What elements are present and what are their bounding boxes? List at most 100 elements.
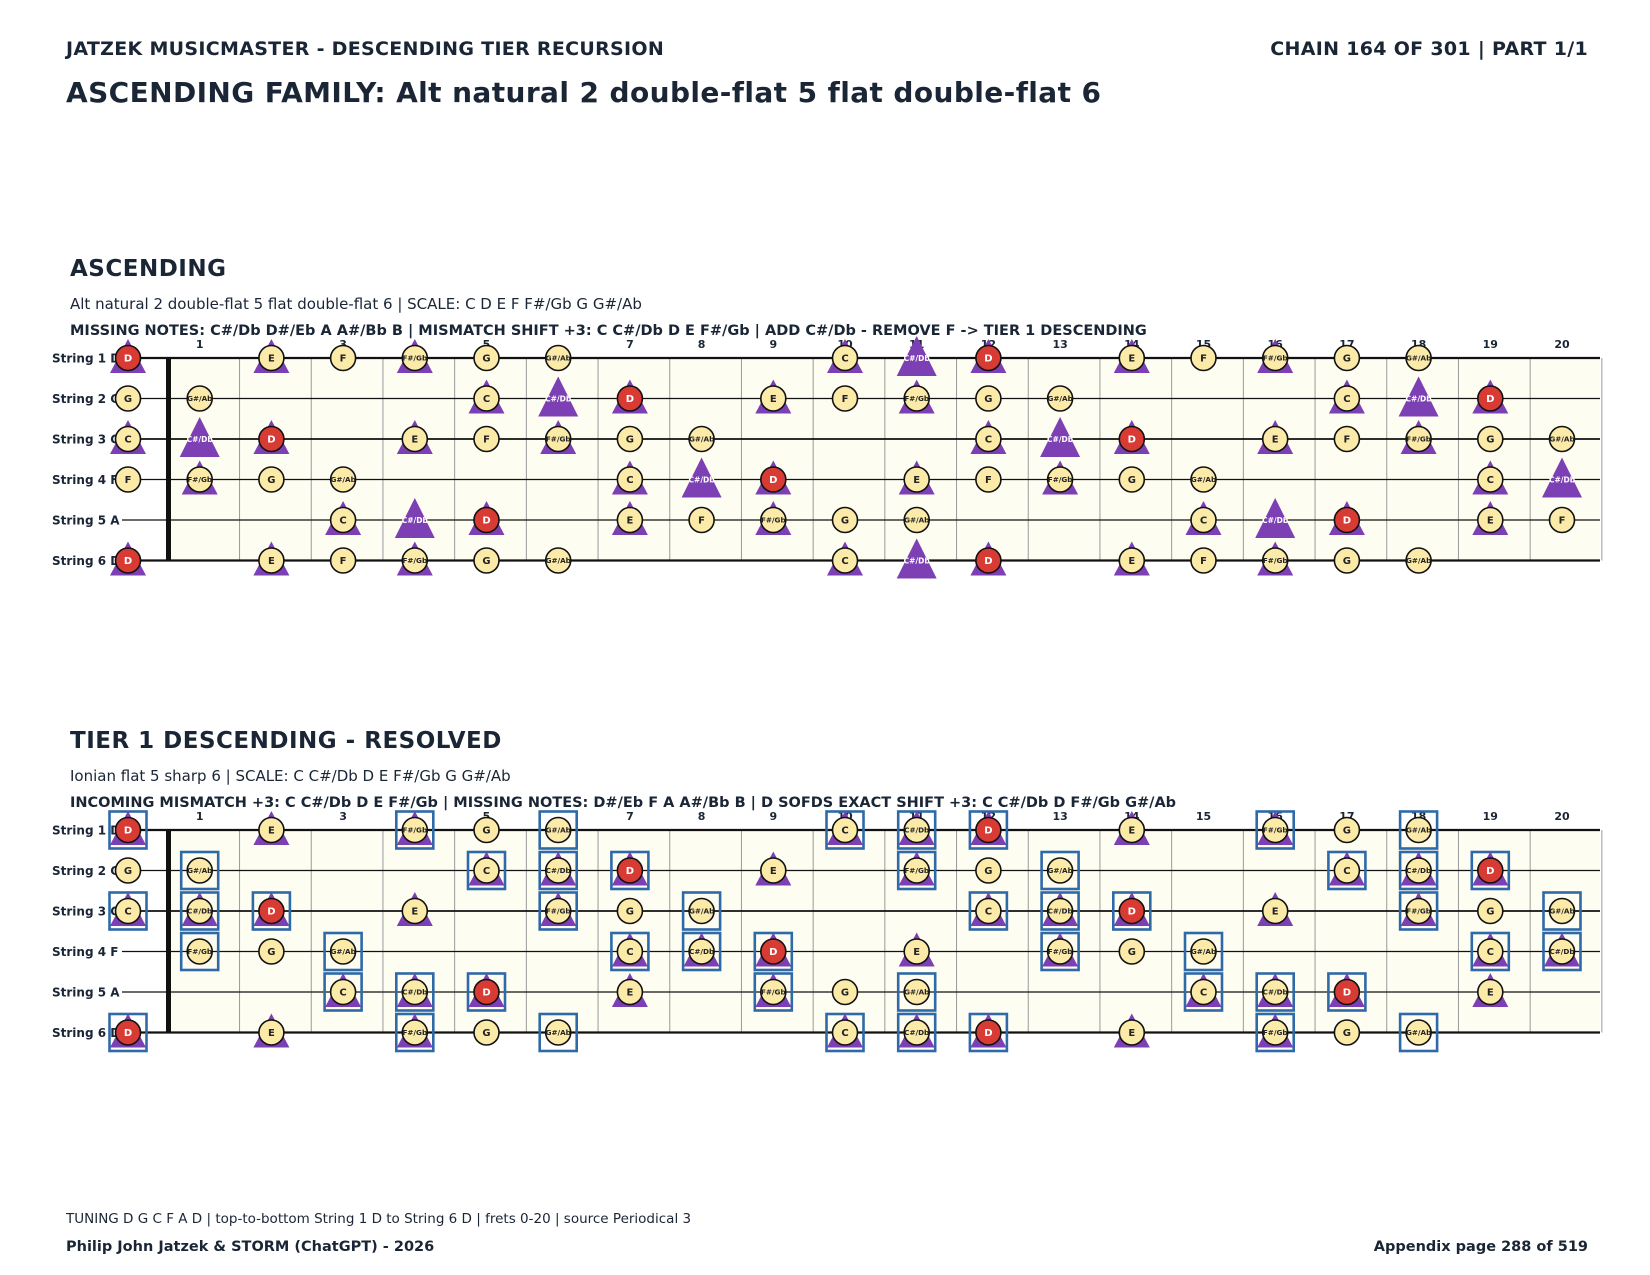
note-circle (975, 816, 1002, 844)
note-label: G (1343, 826, 1351, 837)
note-label: C (985, 435, 992, 446)
note-marker: G (473, 816, 500, 844)
note-label: E (913, 947, 920, 958)
string-label: String 5 A (52, 514, 120, 528)
note-circle (186, 938, 213, 965)
section-1-subtitle: Alt natural 2 double-flat 5 flat double-… (70, 295, 642, 313)
note-circle (1261, 978, 1289, 1006)
note-marker: G (1477, 897, 1504, 925)
note-label: C#/Db (187, 907, 212, 916)
note-circle (1548, 938, 1576, 965)
note-label: F#/Gb (402, 826, 427, 835)
note-circle (975, 547, 1002, 574)
note-label: C (339, 988, 346, 999)
note-marker: G#/Ab (544, 547, 572, 574)
note-circle (1118, 425, 1146, 453)
note-marker: G (1333, 547, 1361, 574)
note-circle (401, 816, 429, 844)
page-title: ASCENDING FAMILY: Alt natural 2 double-f… (66, 76, 1102, 109)
note-marker: E (253, 811, 290, 845)
note-circle (114, 1019, 142, 1046)
note-label: C#/Db (187, 435, 214, 444)
note-label: D (482, 988, 490, 999)
note-marker: C#/Db (1542, 457, 1582, 498)
note-label: G#/Ab (1406, 1028, 1431, 1037)
note-circle (258, 938, 285, 965)
note-marker: E (611, 501, 648, 535)
note-label: G#/Ab (904, 516, 929, 525)
note-marker: D (968, 810, 1009, 850)
note-marker: F#/Gb (1042, 460, 1079, 495)
note-label: D (124, 826, 132, 837)
note-circle (759, 978, 787, 1006)
note-marker: G#/Ab (903, 506, 931, 534)
note-label: C#/Db (689, 947, 714, 956)
note-circle (831, 385, 859, 412)
note-label: E (268, 1028, 275, 1039)
note-label: F#/Gb (546, 435, 571, 444)
note-marker: C#/Db (681, 931, 722, 972)
note-label: D (984, 556, 992, 567)
note-marker: E (1113, 1013, 1150, 1048)
note-marker: C (825, 810, 865, 850)
note-circle (1477, 506, 1504, 534)
note-marker: G#/Ab (1405, 344, 1432, 372)
note-label: F (1200, 354, 1207, 365)
note-label: C (1200, 516, 1207, 527)
note-circle (544, 816, 572, 844)
note-label: G#/Ab (187, 394, 212, 403)
note-marker: D (466, 972, 507, 1012)
note-label: E (1128, 826, 1135, 837)
note-marker: G (1333, 816, 1361, 844)
note-marker: F (1333, 425, 1361, 453)
note-marker: E (611, 973, 648, 1007)
note-label: C#/Db (904, 557, 931, 566)
fret-number: 13 (1052, 810, 1067, 823)
section-1-title: ASCENDING (70, 256, 227, 282)
note-marker: C#/Db (896, 810, 937, 850)
note-marker: E (898, 460, 935, 495)
note-marker: E (755, 379, 792, 414)
note-marker: G (258, 466, 285, 493)
note-label: F#/Gb (402, 354, 427, 363)
fret-number: 7 (626, 338, 634, 351)
note-marker: G#/Ab (1190, 466, 1217, 493)
fret-number: 1 (196, 810, 204, 823)
note-circle (1548, 425, 1576, 453)
note-label: G (1128, 947, 1136, 958)
note-marker: G (258, 938, 285, 965)
note-marker: C#/Db (896, 336, 937, 376)
note-circle (831, 506, 859, 534)
note-marker: G#/Ab (1046, 385, 1074, 412)
note-marker: E (253, 339, 290, 373)
note-marker: D (251, 891, 292, 931)
note-marker: F#/Gb (755, 501, 792, 535)
note-circle (903, 1019, 931, 1046)
note-circle (903, 816, 931, 844)
note-circle (1046, 385, 1074, 412)
match-box (1398, 1012, 1439, 1053)
note-label: D (1128, 907, 1136, 918)
note-circle (1548, 506, 1576, 534)
note-circle (473, 857, 500, 884)
note-label: D (1343, 988, 1351, 999)
string-label: String 4 F (52, 473, 118, 487)
note-label: E (626, 516, 633, 527)
note-marker: F#/Gb (1398, 891, 1439, 931)
note-marker: G#/Ab (1542, 891, 1582, 931)
note-marker: G#/Ab (1040, 850, 1080, 891)
note-label: C (1343, 394, 1350, 405)
note-label: F (125, 475, 132, 486)
note-label: G (984, 866, 992, 877)
string-label: String 2 G (52, 392, 120, 406)
note-marker: F#/Gb (898, 379, 935, 414)
note-marker: C#/Db (896, 1012, 937, 1053)
note-circle (831, 1019, 859, 1046)
note-circle (616, 385, 644, 412)
note-label: G (267, 947, 275, 958)
note-circle (688, 938, 715, 965)
note-circle (831, 978, 859, 1006)
note-marker: F#/Gb (181, 460, 218, 495)
note-circle (473, 978, 500, 1006)
section-2-subtitle: Ionian flat 5 sharp 6 | SCALE: C C#/Db D… (70, 767, 511, 785)
